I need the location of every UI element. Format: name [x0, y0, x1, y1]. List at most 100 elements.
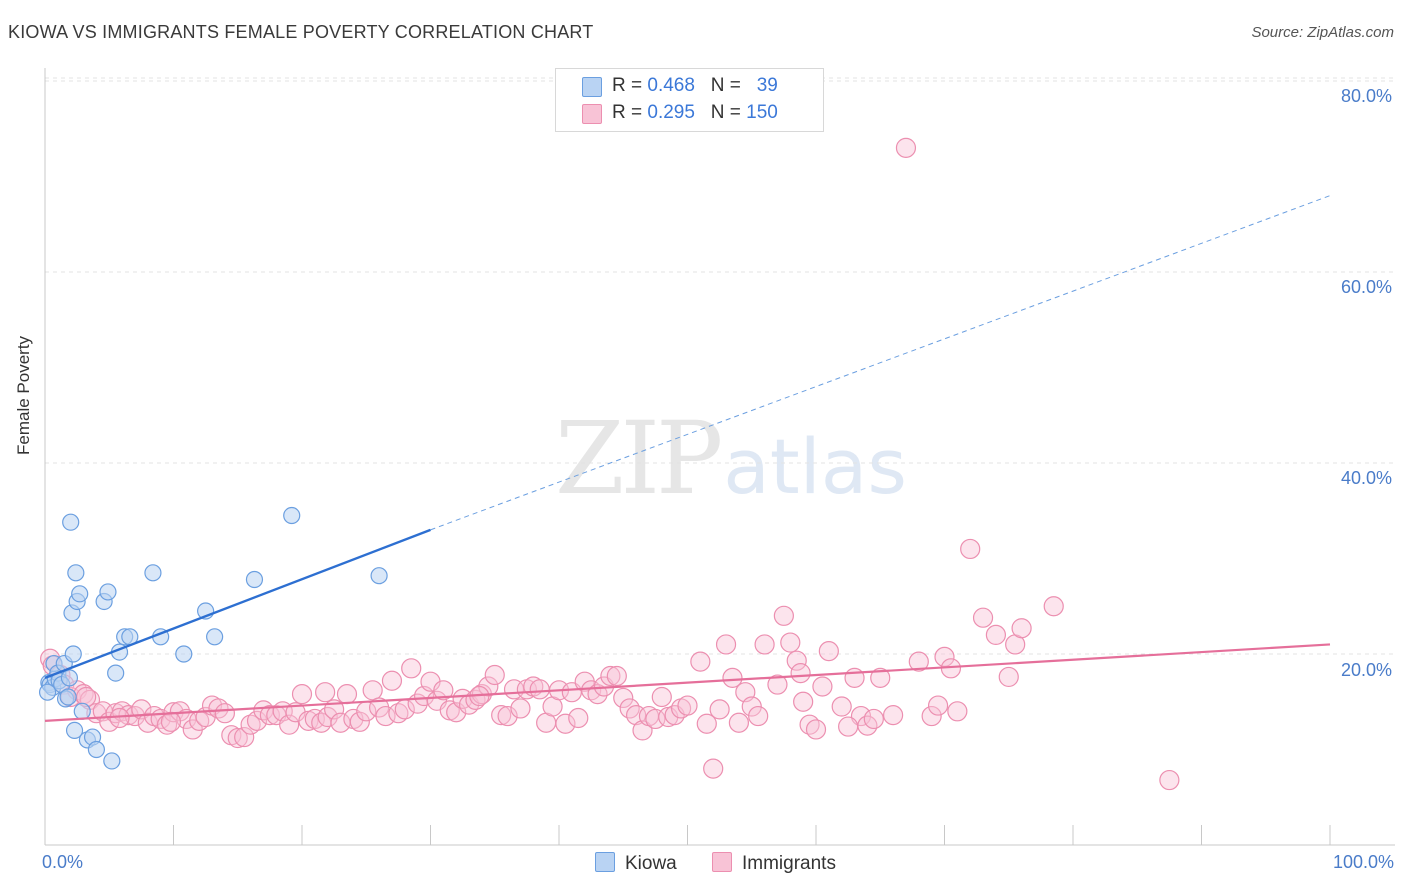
immigrants-point-32	[240, 714, 261, 735]
immigrants-point-130	[927, 695, 949, 716]
y-tick-label-20: 20.0%	[1340, 660, 1392, 680]
immigrants-point-140	[1043, 596, 1064, 617]
immigrants-point-128	[908, 651, 929, 672]
y-axis-label: Female Poverty	[14, 335, 33, 455]
bottom-kiowa-label: Kiowa	[625, 853, 677, 874]
immigrants-point-147	[160, 711, 182, 732]
immigrants-point-111	[754, 634, 775, 655]
immigrants-point-100	[677, 695, 698, 716]
immigrants-point-137	[998, 666, 1019, 688]
chart-title: KIOWA VS IMMIGRANTS FEMALE POVERTY CORRE…	[8, 22, 594, 42]
kiowa-trend-extension	[430, 195, 1331, 531]
immigrants-point-148	[109, 707, 130, 729]
immigrants-point-31	[234, 726, 255, 748]
kiowa-point-34	[206, 628, 224, 646]
legend-imm-r-label: R =	[612, 102, 643, 123]
immigrants-point-133	[947, 701, 968, 722]
immigrants-point-47	[336, 684, 358, 705]
immigrants-point-72	[497, 705, 518, 727]
watermark: ZIPatlas	[555, 400, 907, 517]
x-tick-label-100: 100.0%	[1332, 852, 1394, 872]
kiowa-point-32	[175, 645, 193, 663]
source-credit: Source: ZipAtlas.com	[1251, 24, 1394, 41]
immigrants-point-83	[568, 707, 589, 729]
kiowa-point-24	[99, 583, 117, 601]
immigrants-point-118	[805, 719, 827, 740]
legend-kiowa-n-value: 39	[756, 75, 778, 96]
immigrants-point-126	[870, 667, 891, 688]
immigrants-point-125	[863, 708, 884, 730]
legend-kiowa-text: R = 0.468 N = 39	[612, 75, 778, 97]
immigrants-point-139	[1011, 618, 1032, 639]
immigrants-point-127	[895, 137, 917, 158]
immigrants-point-134	[960, 538, 981, 560]
y-tick-label-60: 60.0%	[1340, 277, 1392, 297]
bottom-immigrants-label: Immigrants	[742, 853, 836, 874]
immigrants-point-95	[645, 708, 666, 730]
kiowa-point-26	[107, 664, 125, 682]
immigrants-point-40	[291, 684, 313, 705]
kiowa-point-15	[65, 721, 84, 740]
immigrants-point-57	[401, 658, 422, 679]
immigrants-point-104	[709, 699, 730, 720]
immigrants-point-53	[375, 705, 396, 727]
kiowa-point-11	[60, 669, 79, 687]
immigrants-point-51	[362, 680, 383, 701]
legend-imm-n-label: N =	[710, 102, 741, 123]
kiowa-point-36	[283, 506, 301, 525]
immigrants-point-143	[882, 705, 904, 726]
immigrants-point-115	[786, 650, 807, 671]
immigrants-point-85	[581, 680, 602, 701]
immigrants-point-35	[259, 705, 280, 726]
immigrants-point-119	[812, 676, 833, 697]
kiowa-point-25	[103, 752, 121, 770]
immigrants-swatch	[582, 104, 602, 124]
watermark-zip: ZIP	[555, 400, 723, 517]
immigrants-point-88	[600, 665, 621, 687]
kiowa-point-35	[245, 570, 264, 589]
watermark-atlas: atlas	[723, 422, 907, 511]
kiowa-point-37	[370, 567, 388, 585]
kiowa-point-10	[59, 688, 77, 706]
immigrants-point-62	[433, 680, 454, 701]
kiowa-swatch	[582, 77, 602, 97]
immigrants-point-54	[381, 670, 403, 691]
immigrants-point-49	[349, 711, 370, 732]
immigrants-point-141	[1159, 769, 1180, 791]
bottom-legend-immigrants: Immigrants	[712, 852, 836, 875]
immigrants-point-101	[690, 651, 711, 672]
immigrants-point-77	[529, 679, 550, 700]
immigrants-point-146	[315, 682, 336, 703]
immigrants-point-70	[484, 664, 505, 686]
kiowa-point-19	[73, 702, 91, 720]
immigrants-point-106	[722, 667, 743, 688]
immigrants-point-90	[613, 687, 634, 709]
immigrants-point-107	[728, 712, 750, 733]
legend-kiowa-r-label: R =	[612, 75, 643, 96]
kiowa-point-14	[64, 645, 82, 663]
immigrants-point-129	[921, 705, 942, 727]
immigrants-point-74	[510, 698, 531, 719]
immigrants-point-89	[606, 665, 627, 687]
immigrants-point-42	[304, 708, 325, 730]
kiowa-point-12	[62, 513, 80, 531]
immigrants-point-116	[793, 691, 814, 712]
legend-kiowa-r-value: 0.468	[647, 75, 695, 96]
immigrants-point-55	[388, 703, 409, 724]
immigrants-point-81	[555, 713, 576, 734]
immigrants-point-103	[703, 758, 724, 779]
legend-imm-n-value: 150	[746, 102, 778, 123]
immigrants-point-28	[214, 703, 235, 724]
immigrants-point-136	[985, 624, 1007, 646]
kiowa-point-38	[38, 683, 57, 701]
immigrants-point-96	[651, 686, 672, 708]
immigrants-trend-line	[44, 643, 1331, 722]
immigrants-point-110	[748, 705, 769, 727]
legend-kiowa-n-label: N =	[710, 75, 741, 96]
kiowa-point-16	[67, 564, 85, 582]
immigrants-point-71	[491, 705, 512, 726]
immigrants-point-144	[790, 662, 811, 684]
immigrants-point-33	[246, 710, 268, 731]
bottom-immigrants-swatch	[712, 852, 732, 872]
